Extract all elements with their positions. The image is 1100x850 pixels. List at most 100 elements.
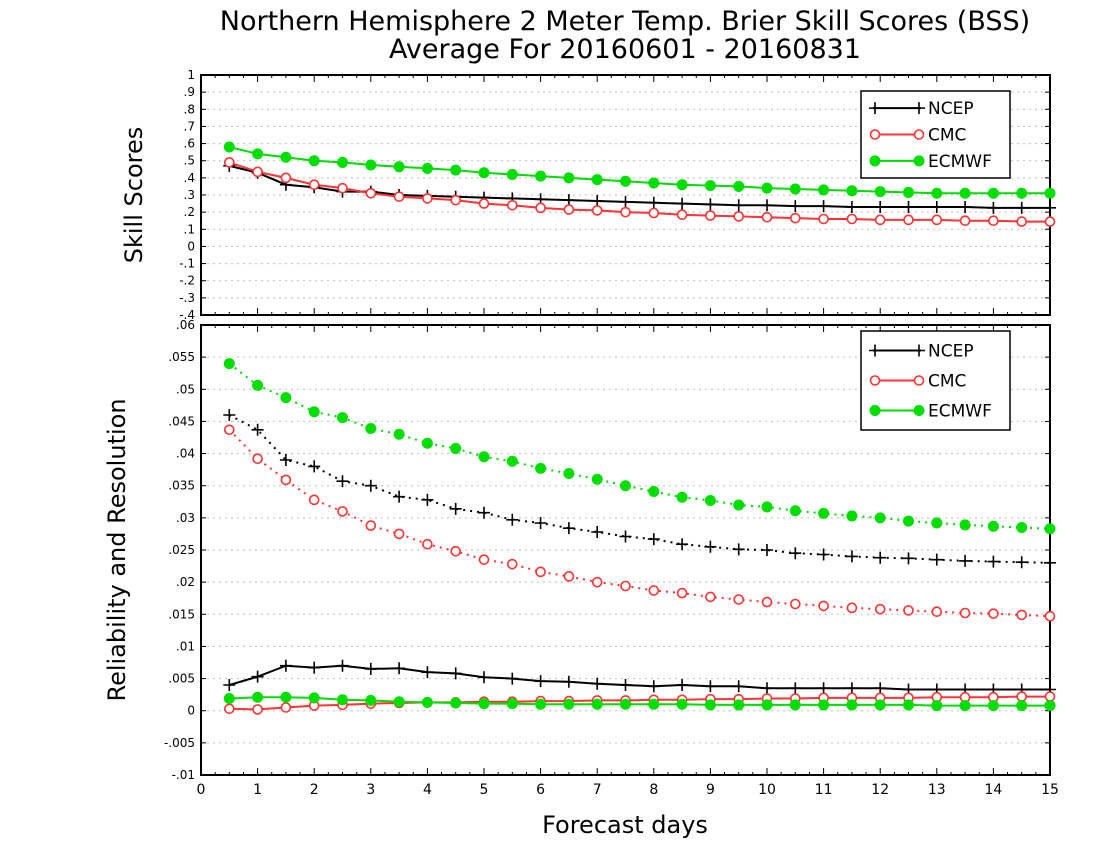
cmc-data-point bbox=[705, 591, 716, 603]
ecmwf-data-point bbox=[903, 515, 914, 527]
ecmwf-data-point bbox=[563, 172, 575, 184]
cmc-data-point bbox=[591, 205, 603, 216]
ncep-data-point bbox=[562, 522, 575, 535]
cmc-data-point bbox=[931, 214, 943, 226]
legend: NCEP CMC ECMWF bbox=[860, 330, 1011, 431]
ecmwf-data-point bbox=[818, 184, 830, 196]
y-tick-label: .7 bbox=[184, 119, 195, 133]
ecmwf-data-point bbox=[903, 186, 914, 198]
ecmwf-data-point bbox=[308, 692, 320, 704]
y-tick-label: .02 bbox=[176, 575, 195, 589]
cmc-data-point bbox=[252, 453, 263, 465]
ncep-data-point bbox=[845, 201, 858, 213]
ecmwf-data-point bbox=[1044, 700, 1056, 712]
ecmwf-data-point bbox=[308, 406, 320, 418]
x-axis-label: Forecast days bbox=[542, 811, 708, 839]
legend-marker bbox=[869, 155, 881, 167]
ecmwf-data-point bbox=[506, 168, 518, 180]
cmc-data-point bbox=[224, 157, 235, 168]
ncep-data-point bbox=[732, 680, 745, 693]
ecmwf-data-point bbox=[648, 698, 660, 710]
ecmwf-data-point bbox=[959, 187, 971, 199]
cmc-data-point bbox=[789, 212, 801, 224]
cmc-data-point bbox=[478, 198, 490, 209]
ecmwf-data-point bbox=[733, 499, 745, 511]
ecmwf-data-point bbox=[506, 455, 518, 467]
ecmwf-data-point bbox=[478, 451, 490, 463]
cmc-data-point bbox=[903, 605, 914, 616]
cmc-data-point bbox=[818, 213, 829, 225]
cmc-data-point bbox=[988, 215, 999, 227]
ncep-data-point bbox=[789, 682, 802, 695]
ecmwf-data-point bbox=[620, 480, 631, 492]
cmc-data-point bbox=[308, 179, 320, 191]
ncep-data-point bbox=[1015, 201, 1028, 214]
x-tick-label: 4 bbox=[423, 782, 432, 798]
cmc-data-point bbox=[422, 538, 433, 550]
ecmwf-data-point bbox=[903, 699, 914, 711]
x-tick-label: 10 bbox=[758, 782, 776, 798]
cmc-data-point bbox=[931, 606, 943, 618]
ncep-data-point bbox=[421, 493, 434, 506]
ncep-data-point bbox=[845, 550, 858, 563]
ncep-data-point bbox=[1044, 556, 1056, 569]
ecmwf-data-point bbox=[252, 148, 264, 160]
ecmwf-data-point bbox=[337, 156, 348, 168]
ncep-data-point bbox=[1044, 201, 1056, 214]
cmc-data-point bbox=[591, 576, 603, 588]
y-tick-label: -.01 bbox=[172, 768, 195, 782]
ecmwf-data-point bbox=[393, 428, 405, 440]
y-tick-label: .5 bbox=[184, 154, 195, 168]
ncep-data-point bbox=[704, 540, 717, 553]
ecmwf-data-point bbox=[789, 505, 801, 517]
cmc-data-point bbox=[450, 545, 462, 557]
legend-marker bbox=[913, 405, 925, 416]
cmc-data-point bbox=[365, 520, 377, 531]
ecmwf-data-point bbox=[676, 179, 688, 191]
legend-marker bbox=[869, 344, 881, 357]
ecmwf-data-point bbox=[563, 698, 575, 710]
ncep-data-point bbox=[619, 195, 632, 208]
ecmwf-data-point bbox=[478, 167, 490, 179]
ecmwf-data-point bbox=[478, 698, 490, 710]
y-tick-label: .005 bbox=[168, 672, 195, 686]
ecmwf-data-point bbox=[874, 186, 886, 198]
legend-box bbox=[860, 330, 1011, 431]
ecmwf-data-point bbox=[450, 697, 462, 709]
ncep-data-point bbox=[619, 530, 632, 543]
ncep-data-point bbox=[449, 502, 462, 515]
ecmwf-data-point bbox=[846, 699, 858, 711]
ecmwf-data-point bbox=[1044, 187, 1056, 199]
ncep-data-point bbox=[789, 547, 802, 560]
x-tick-label: 9 bbox=[706, 782, 715, 798]
y-tick-label: 1 bbox=[187, 68, 195, 82]
legend: NCEP CMC ECMWF bbox=[860, 90, 1011, 179]
ncep-data-point bbox=[336, 475, 349, 488]
cmc-data-point bbox=[648, 585, 660, 596]
ncep-data-point bbox=[761, 544, 773, 556]
cmc-data-point bbox=[252, 166, 263, 178]
ecmwf-data-point bbox=[676, 491, 688, 503]
ecmwf-data-point bbox=[874, 699, 886, 711]
x-tick-label: 15 bbox=[1041, 782, 1059, 798]
x-tick-label: 12 bbox=[871, 782, 889, 798]
y-tick-label: .9 bbox=[184, 85, 195, 99]
ecmwf-data-point bbox=[818, 507, 830, 519]
cmc-data-point bbox=[846, 602, 858, 614]
cmc-data-point bbox=[1044, 216, 1056, 227]
ecmwf-data-point bbox=[818, 699, 830, 711]
ncep-data-point bbox=[308, 661, 321, 674]
ncep-data-point bbox=[279, 454, 292, 466]
cmc-data-point bbox=[1016, 609, 1028, 621]
cmc-data-point bbox=[705, 210, 716, 221]
ncep-data-point bbox=[591, 677, 604, 690]
y-tick-label: .2 bbox=[184, 205, 195, 219]
ncep-data-point bbox=[619, 679, 632, 691]
ncep-data-point bbox=[449, 667, 462, 680]
y-tick-label: .8 bbox=[184, 102, 195, 116]
ncep-data-point bbox=[902, 201, 915, 213]
y-tick-label: .3 bbox=[184, 188, 195, 202]
ecmwf-data-point bbox=[733, 699, 745, 711]
ncep-data-point bbox=[562, 194, 575, 207]
